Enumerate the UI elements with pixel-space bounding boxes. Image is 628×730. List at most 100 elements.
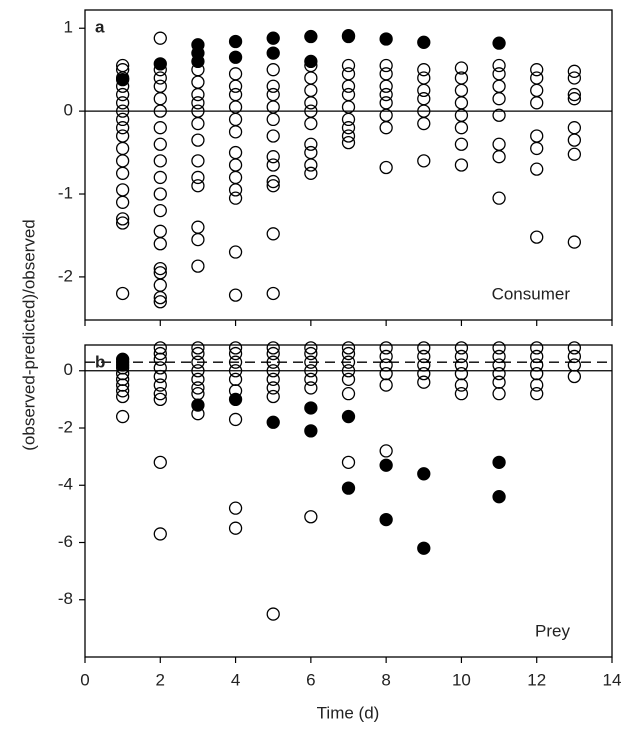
- data-point: [341, 29, 356, 44]
- data-point: [153, 278, 167, 292]
- data-point: [153, 369, 167, 384]
- data-point: [153, 57, 167, 71]
- y-tick-label: 0: [64, 360, 73, 379]
- data-point: [115, 96, 130, 110]
- data-point: [228, 245, 243, 259]
- data-point: [379, 358, 393, 372]
- data-point: [115, 195, 130, 209]
- data-point: [191, 154, 205, 168]
- data-point: [379, 444, 393, 458]
- data-point: [454, 358, 469, 372]
- data-point: [153, 378, 167, 392]
- data-point: [115, 409, 130, 424]
- data-point: [530, 387, 544, 401]
- data-point: [228, 50, 243, 64]
- data-point: [492, 358, 506, 372]
- data-point: [492, 58, 506, 73]
- data-point: [492, 387, 506, 401]
- y-tick-label: -2: [58, 417, 73, 436]
- data-point: [492, 108, 506, 122]
- panel-label: b: [95, 352, 105, 371]
- panel-annotation: Prey: [535, 621, 570, 640]
- data-point: [153, 361, 167, 375]
- data-point: [304, 341, 318, 355]
- x-tick-label: 8: [381, 670, 390, 689]
- data-point: [454, 387, 469, 401]
- data-point: [266, 174, 280, 189]
- data-point: [341, 409, 356, 424]
- data-point: [379, 121, 393, 135]
- data-point: [191, 346, 205, 361]
- data-point: [153, 346, 167, 361]
- data-point: [191, 87, 205, 102]
- data-point: [191, 232, 205, 247]
- data-point: [530, 129, 544, 143]
- data-point: [341, 455, 356, 470]
- data-point: [266, 346, 280, 361]
- data-point: [341, 87, 356, 102]
- data-point: [304, 166, 318, 180]
- data-point: [492, 137, 506, 151]
- data-point: [228, 34, 243, 49]
- data-point: [228, 79, 243, 93]
- x-tick-label: 12: [527, 670, 546, 689]
- data-point: [341, 372, 356, 386]
- data-point: [530, 358, 544, 372]
- data-point: [567, 133, 582, 147]
- data-point: [304, 401, 318, 415]
- data-point: [191, 54, 205, 69]
- data-point: [266, 389, 280, 404]
- data-point: [567, 121, 582, 135]
- y-tick-label: 0: [64, 101, 73, 120]
- data-point: [228, 125, 243, 139]
- data-point: [115, 166, 130, 180]
- data-point: [266, 112, 280, 127]
- data-point: [115, 141, 130, 156]
- data-point: [492, 36, 506, 50]
- data-point: [379, 67, 393, 81]
- data-point: [153, 295, 167, 309]
- data-point: [153, 527, 167, 541]
- data-point: [492, 67, 506, 81]
- data-point: [530, 63, 544, 77]
- data-point: [379, 58, 393, 73]
- data-point: [153, 31, 167, 45]
- data-point: [228, 112, 243, 127]
- data-point: [191, 170, 205, 185]
- data-point: [492, 375, 506, 389]
- data-point: [191, 372, 205, 386]
- data-point: [417, 358, 431, 372]
- data-point: [266, 381, 280, 395]
- data-point: [266, 372, 280, 386]
- data-point: [115, 212, 130, 226]
- data-point: [567, 92, 582, 106]
- data-point: [115, 129, 130, 143]
- data-point: [228, 87, 243, 102]
- data-point: [379, 366, 393, 381]
- data-point: [266, 341, 280, 355]
- data-point: [115, 121, 130, 135]
- data-point: [115, 112, 130, 127]
- data-point: [341, 355, 356, 369]
- data-point: [153, 237, 167, 251]
- data-point: [304, 158, 318, 172]
- data-point: [492, 92, 506, 106]
- data-point: [341, 135, 356, 150]
- data-point: [228, 191, 243, 205]
- data-point: [266, 63, 280, 77]
- data-point: [530, 366, 544, 381]
- data-point: [228, 372, 243, 386]
- data-point: [228, 501, 243, 515]
- data-point: [492, 191, 506, 205]
- data-point: [492, 150, 506, 164]
- data-point: [417, 541, 431, 555]
- data-point: [379, 378, 393, 392]
- data-point: [153, 104, 167, 118]
- data-point: [191, 355, 205, 369]
- data-point: [266, 129, 280, 143]
- data-point: [266, 607, 280, 621]
- y-tick-label: -2: [58, 266, 73, 285]
- data-point: [153, 387, 167, 401]
- plot-frame: [84, 344, 613, 658]
